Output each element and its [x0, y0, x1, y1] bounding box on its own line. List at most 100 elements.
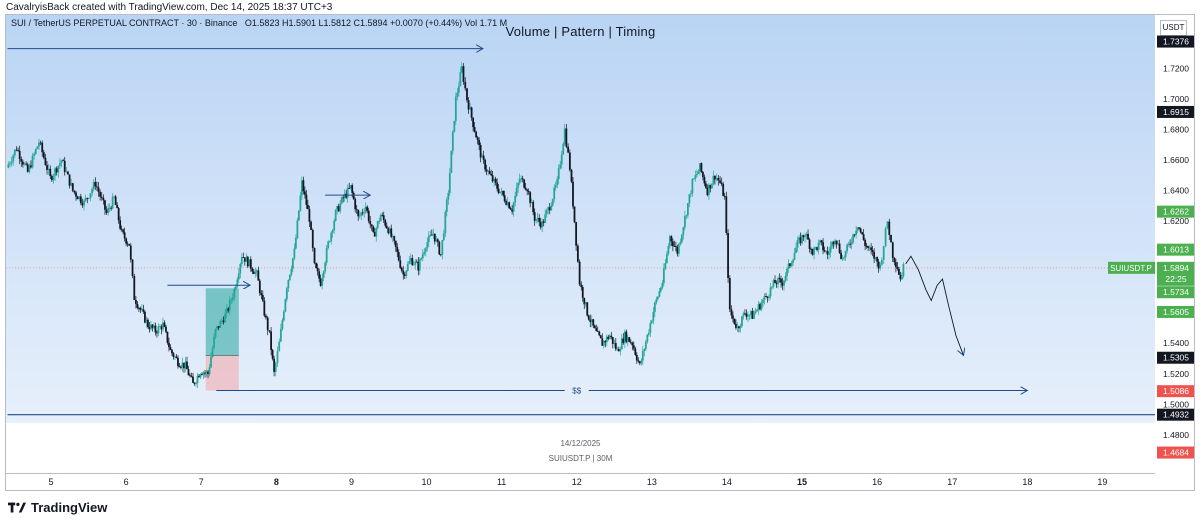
candle-body — [763, 296, 766, 300]
price-label-box — [1157, 385, 1194, 398]
candle-body — [769, 287, 772, 297]
chart-area[interactable] — [6, 15, 1156, 490]
candle-body — [604, 340, 607, 343]
candle-body — [708, 184, 710, 196]
candle-body — [523, 179, 526, 188]
candle-body — [703, 176, 706, 184]
candle-body — [442, 233, 445, 241]
candle-body — [802, 235, 805, 238]
candle-body — [786, 268, 788, 277]
candle-body — [281, 320, 284, 329]
candle-body — [126, 243, 129, 245]
candle-body — [390, 228, 393, 237]
candle-body — [25, 163, 28, 165]
candle-body — [246, 256, 249, 267]
candle-body — [895, 262, 897, 268]
price-tick-label: 1.5400 — [1163, 338, 1189, 348]
candle-body — [450, 150, 453, 173]
candle-body — [864, 239, 867, 246]
candle-body — [144, 311, 146, 323]
candle-body — [406, 263, 409, 271]
candle-body — [30, 165, 32, 168]
candle-body — [21, 161, 24, 165]
candle-body — [610, 335, 613, 338]
candle-body — [616, 349, 619, 350]
candle-body — [67, 171, 69, 175]
candle-body — [187, 369, 190, 376]
candle-body — [254, 271, 257, 274]
candle-body — [735, 323, 737, 328]
candle-body — [379, 215, 382, 222]
candle-body — [496, 182, 499, 189]
price-tick-label: 1.6800 — [1163, 125, 1189, 135]
candle-body — [664, 263, 667, 269]
candle-body — [172, 353, 175, 357]
candle-body — [466, 88, 468, 101]
candle-body — [813, 247, 815, 255]
candle-body — [623, 331, 626, 344]
candle-body — [877, 261, 880, 269]
candle-body — [832, 241, 835, 245]
candle-body — [890, 234, 892, 243]
candle-body — [826, 251, 829, 255]
candle-body — [12, 155, 15, 162]
candle-body — [844, 250, 847, 258]
price-tick-label: 1.6400 — [1163, 186, 1189, 196]
candle-body — [160, 326, 163, 330]
candle-body — [321, 277, 324, 286]
candle-body — [287, 279, 290, 289]
candle-body — [638, 361, 641, 364]
candle-body — [294, 237, 297, 249]
candle-body — [358, 215, 361, 217]
candle-body — [640, 360, 643, 364]
symbol-legend[interactable]: SUI / TetherUS PERPETUAL CONTRACT · 30 ·… — [11, 18, 507, 28]
candle-body — [156, 332, 158, 334]
candle-body — [435, 239, 438, 242]
currency-selector[interactable]: USDT — [1160, 20, 1187, 36]
candle-body — [63, 160, 66, 172]
candle-body — [42, 152, 45, 158]
candle-body — [237, 273, 240, 280]
candle-body — [403, 274, 406, 276]
candle-body — [595, 328, 598, 331]
candle-body — [637, 360, 640, 362]
candle-body — [723, 195, 726, 197]
candle-body — [305, 194, 308, 205]
symbol-price-label-text: SUIUSDT.P — [1110, 264, 1152, 273]
candle-body — [291, 258, 294, 269]
date-watermark: 14/12/2025 — [560, 439, 601, 448]
candle-body — [68, 174, 71, 186]
candle-body — [835, 240, 838, 245]
candle-body — [136, 303, 139, 308]
candle-body — [303, 191, 306, 195]
candle-body — [511, 209, 514, 212]
candle-body — [310, 221, 312, 230]
annotations: $$ — [7, 49, 1194, 416]
tradingview-logo[interactable]: TradingView — [8, 500, 107, 515]
candle-body — [856, 227, 859, 231]
candle-body — [478, 140, 481, 145]
time-axis[interactable] — [6, 473, 1155, 490]
candle-body — [316, 267, 319, 272]
candle-body — [545, 210, 548, 215]
candle-body — [551, 199, 554, 206]
candle-body — [825, 251, 827, 252]
candle-body — [598, 331, 601, 336]
candle-body — [198, 375, 200, 378]
candle-body — [349, 185, 352, 189]
candle-body — [464, 81, 467, 89]
candle-body — [346, 187, 349, 198]
candle-body — [420, 258, 423, 260]
price-chart[interactable]: $$ — [6, 15, 1195, 491]
candle-body — [626, 337, 629, 342]
candle-body — [629, 341, 632, 343]
candle-body — [454, 96, 457, 121]
candle-body — [278, 341, 281, 352]
candle-body — [151, 324, 154, 328]
candle-body — [201, 373, 203, 375]
candle-body — [668, 236, 671, 247]
candle-body — [339, 203, 342, 212]
candle-body — [148, 326, 151, 330]
candle-body — [193, 382, 196, 385]
candle-body — [502, 190, 505, 196]
